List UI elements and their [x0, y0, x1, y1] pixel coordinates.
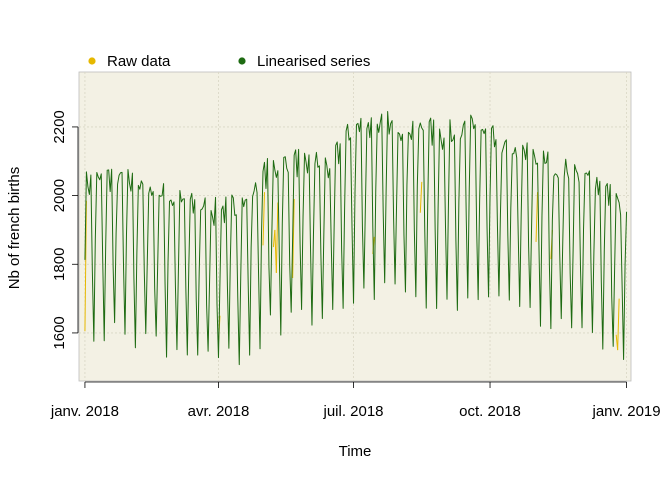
raw-data-segment [419, 181, 423, 213]
raw-data-segment [275, 202, 279, 273]
raw-data-segment [535, 192, 539, 242]
y-tick-label: 2200 [51, 110, 68, 143]
linearised-series-line [84, 110, 628, 366]
x-tick-label: oct. 2018 [459, 403, 521, 420]
legend-raw-marker [88, 57, 96, 65]
x-axis-label: Time [339, 443, 372, 460]
raw-data-segment [84, 200, 87, 332]
legend-raw-label: Raw data [107, 53, 171, 70]
legend-linearised-marker [238, 57, 246, 65]
x-axis-ticks: janv. 2018 avr. 2018 juil. 2018 oct. 2018 ja… [50, 381, 661, 420]
raw-data-segment [262, 192, 265, 246]
linearised-series [84, 110, 628, 366]
y-tick-label: 1600 [51, 316, 68, 349]
y-axis-ticks: 1600 1800 2000 2200 [51, 110, 79, 350]
legend: Raw data Linearised series [88, 53, 370, 70]
y-tick-label: 1800 [51, 248, 68, 281]
x-tick-label: juil. 2018 [322, 403, 383, 420]
y-axis-label: Nb of french births [6, 167, 23, 290]
x-tick-label: janv. 2018 [50, 403, 119, 420]
raw-data-segment [292, 199, 295, 279]
y-tick-label: 2000 [51, 179, 68, 212]
raw-data-segment [617, 298, 620, 351]
legend-linearised-label: Linearised series [257, 53, 370, 70]
x-tick-label: janv. 2019 [591, 403, 660, 420]
x-tick-label: avr. 2018 [188, 403, 250, 420]
